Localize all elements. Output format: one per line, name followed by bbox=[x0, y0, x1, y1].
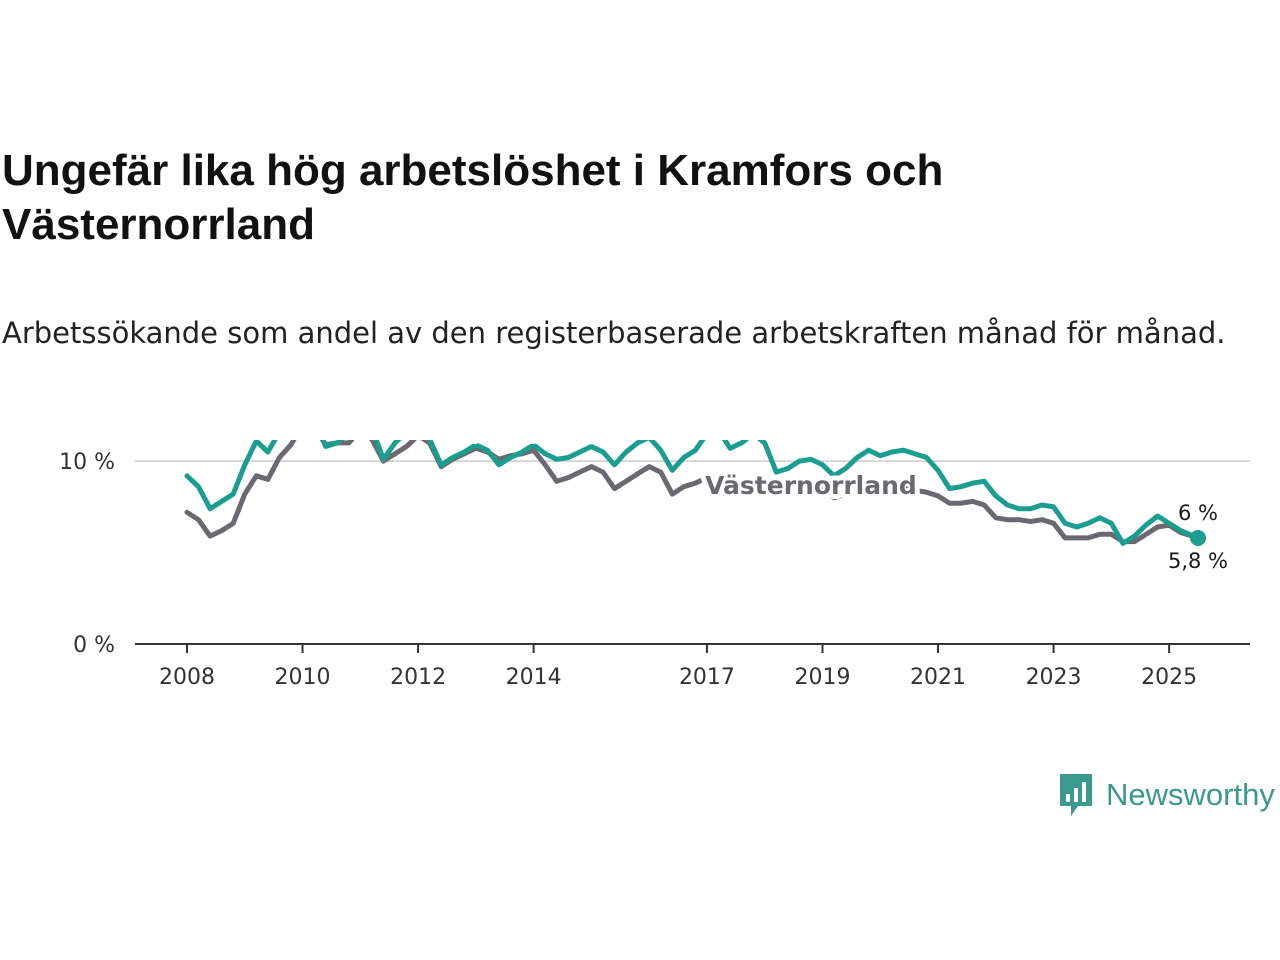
x-tick-label: 2017 bbox=[679, 665, 735, 690]
x-tick-label: 2023 bbox=[1026, 665, 1082, 690]
bar-chart-icon bbox=[1060, 774, 1092, 816]
y-tick-label: 0 % bbox=[73, 633, 115, 658]
series-line-vasternorrland bbox=[184, 440, 1201, 545]
x-tick-label: 2021 bbox=[910, 665, 966, 690]
end-label-kramfors: 6 % bbox=[1178, 501, 1218, 525]
end-label-vasternorrland: 5,8 % bbox=[1168, 549, 1228, 573]
x-tick-label: 2014 bbox=[506, 665, 562, 690]
series-labels: Kramfors Västernorrland 6 % 5,8 % bbox=[464, 440, 1228, 573]
x-axis: 2008 2010 2012 2014 2017 2019 2021 2023 2025 bbox=[159, 644, 1197, 690]
series-label-vasternorrland: Västernorrland bbox=[705, 471, 917, 500]
series-label-kramfors: Kramfors bbox=[469, 440, 599, 445]
newsworthy-logo: Newsworthy bbox=[1058, 772, 1275, 818]
end-point-marker bbox=[1190, 529, 1207, 546]
x-tick-label: 2025 bbox=[1141, 665, 1197, 690]
x-tick-label: 2008 bbox=[159, 665, 215, 690]
line-chart: 0 % 10 % 2008 2010 2012 2014 2017 2019 2021 2023… bbox=[59, 440, 1250, 690]
y-tick-label: 10 % bbox=[59, 450, 115, 475]
chart-title: Ungefär lika hög arbetslöshet i Kramfors… bbox=[2, 146, 944, 249]
x-tick-label: 2019 bbox=[794, 665, 850, 690]
y-axis-tick-labels: 0 % 10 % bbox=[59, 450, 115, 658]
x-tick-label: 2010 bbox=[275, 665, 331, 690]
x-tick-label: 2012 bbox=[390, 665, 446, 690]
series-line-kramfors bbox=[184, 440, 1201, 546]
chart-subtitle: Arbetssökande som andel av den registerb… bbox=[2, 316, 1226, 350]
brand-name: Newsworthy bbox=[1106, 777, 1275, 812]
series-lines bbox=[184, 440, 1207, 546]
